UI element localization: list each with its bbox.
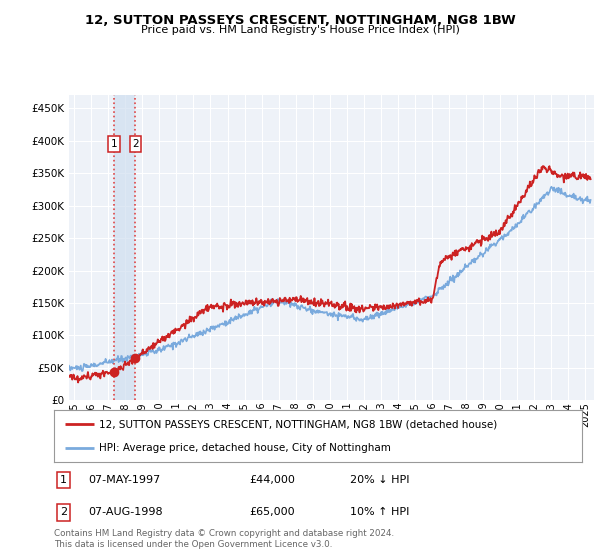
Text: 07-AUG-1998: 07-AUG-1998 [88, 507, 163, 517]
Text: 1: 1 [60, 475, 67, 485]
Text: 07-MAY-1997: 07-MAY-1997 [88, 475, 161, 485]
Text: 1: 1 [111, 139, 118, 149]
Text: £44,000: £44,000 [250, 475, 295, 485]
Text: HPI: Average price, detached house, City of Nottingham: HPI: Average price, detached house, City… [99, 443, 391, 453]
Text: 12, SUTTON PASSEYS CRESCENT, NOTTINGHAM, NG8 1BW (detached house): 12, SUTTON PASSEYS CRESCENT, NOTTINGHAM,… [99, 419, 497, 430]
Text: 2: 2 [60, 507, 67, 517]
Bar [114, 95, 136, 400]
Text: 2: 2 [132, 139, 139, 149]
Text: Price paid vs. HM Land Registry's House Price Index (HPI): Price paid vs. HM Land Registry's House … [140, 25, 460, 35]
Text: 20% ↓ HPI: 20% ↓ HPI [350, 475, 409, 485]
Text: 10% ↑ HPI: 10% ↑ HPI [350, 507, 409, 517]
Text: Contains HM Land Registry data © Crown copyright and database right 2024.
This d: Contains HM Land Registry data © Crown c… [54, 529, 394, 549]
Text: £65,000: £65,000 [250, 507, 295, 517]
Text: 12, SUTTON PASSEYS CRESCENT, NOTTINGHAM, NG8 1BW: 12, SUTTON PASSEYS CRESCENT, NOTTINGHAM,… [85, 14, 515, 27]
